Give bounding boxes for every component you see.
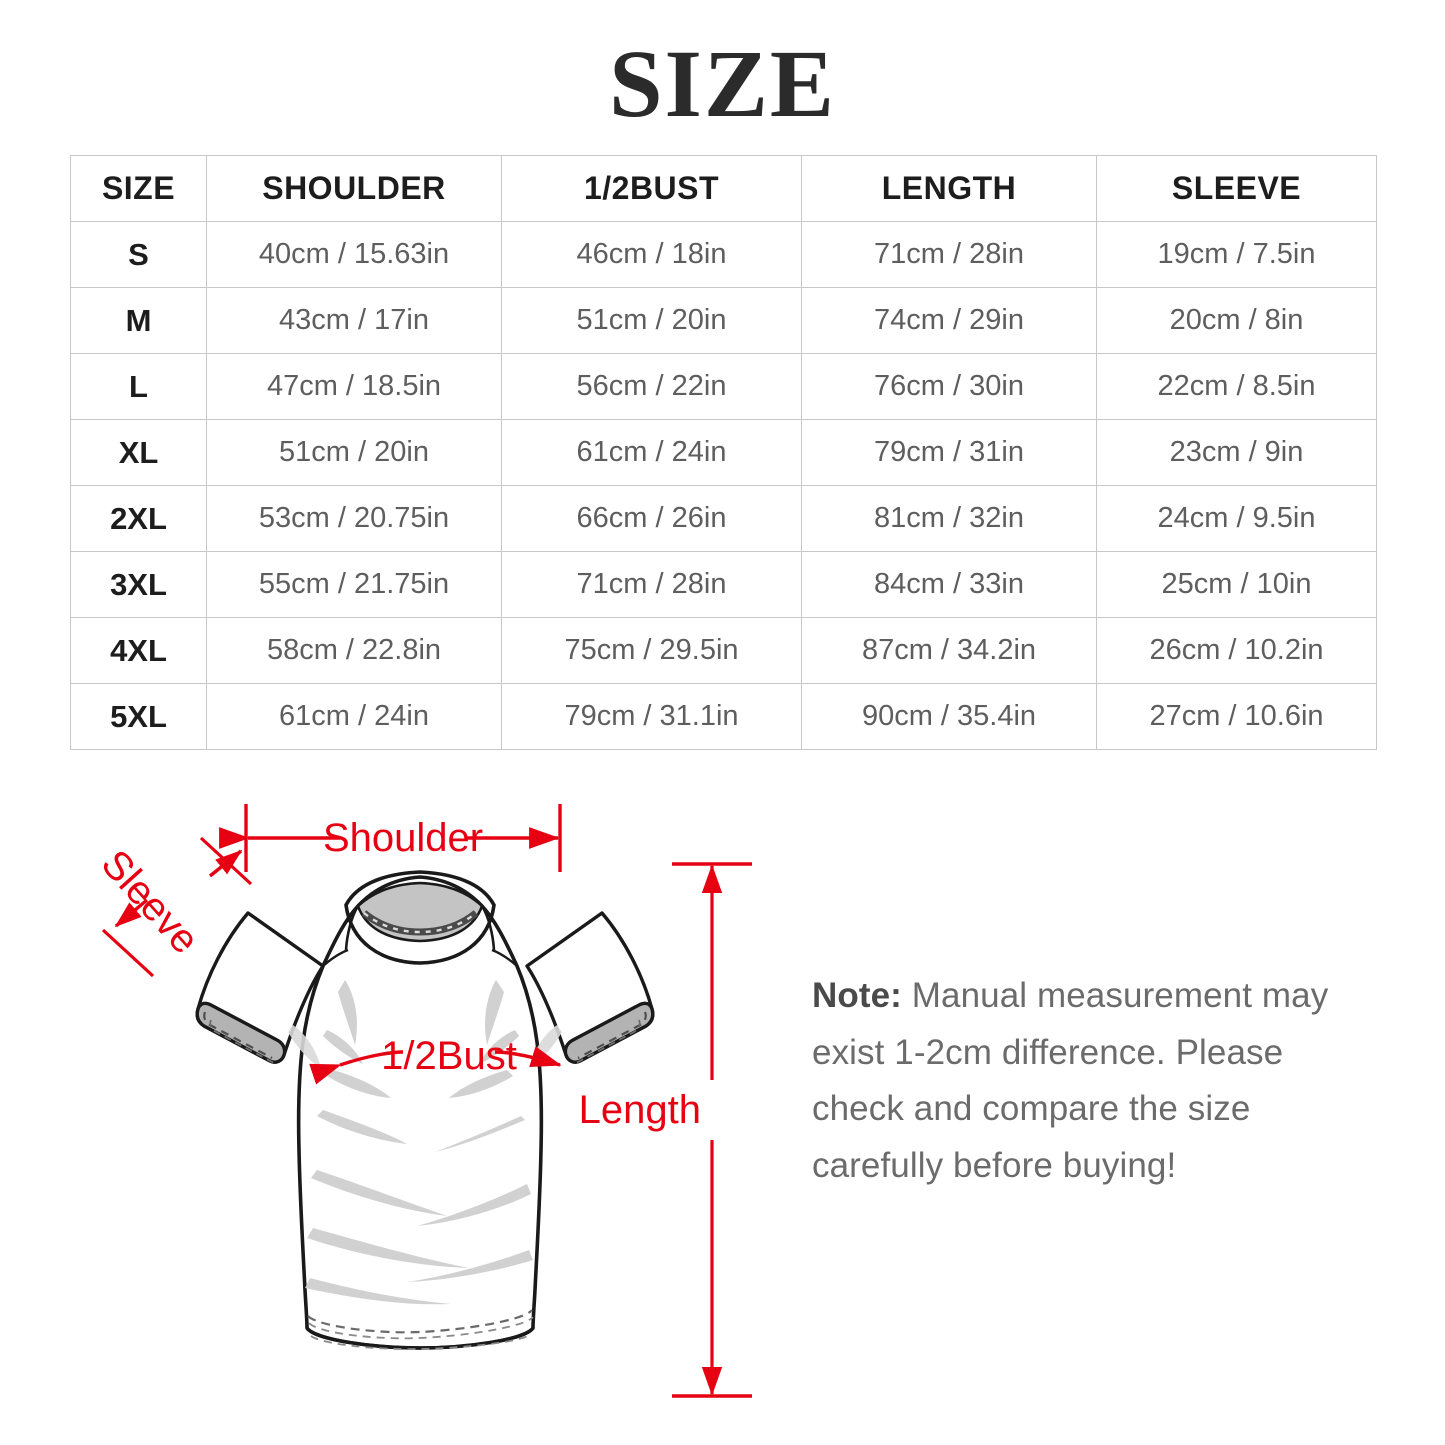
cell-length: 76cm / 30in bbox=[801, 353, 1097, 420]
size-chart-table: SIZE SHOULDER 1/2BUST LENGTH SLEEVE S 40… bbox=[70, 155, 1377, 750]
length-measurement-annotation: Length bbox=[579, 862, 752, 1398]
cell-length: 81cm / 32in bbox=[801, 485, 1097, 552]
tshirt-measurement-diagram: Shoulder Sleeve 1/2Bust Length bbox=[55, 780, 795, 1430]
cell-length: 79cm / 31in bbox=[801, 419, 1097, 486]
cell-sleeve: 24cm / 9.5in bbox=[1096, 485, 1377, 552]
cell-bust: 46cm / 18in bbox=[501, 221, 802, 288]
shoulder-measurement-annotation: Shoulder bbox=[219, 804, 562, 872]
cell-shoulder: 47cm / 18.5in bbox=[206, 353, 502, 420]
cell-length: 90cm / 35.4in bbox=[801, 683, 1097, 750]
table-row: 5XL 61cm / 24in 79cm / 31.1in 90cm / 35.… bbox=[70, 683, 1377, 750]
cell-length: 71cm / 28in bbox=[801, 221, 1097, 288]
cell-size: 3XL bbox=[70, 551, 207, 618]
table-row: L 47cm / 18.5in 56cm / 22in 76cm / 30in … bbox=[70, 353, 1377, 420]
bust-measurement-annotation: 1/2Bust bbox=[309, 1034, 562, 1085]
cell-shoulder: 55cm / 21.75in bbox=[206, 551, 502, 618]
table-row: M 43cm / 17in 51cm / 20in 74cm / 29in 20… bbox=[70, 287, 1377, 354]
table-row: S 40cm / 15.63in 46cm / 18in 71cm / 28in… bbox=[70, 221, 1377, 288]
cell-sleeve: 27cm / 10.6in bbox=[1096, 683, 1377, 750]
cell-bust: 66cm / 26in bbox=[501, 485, 802, 552]
cell-shoulder: 51cm / 20in bbox=[206, 419, 502, 486]
cell-bust: 51cm / 20in bbox=[501, 287, 802, 354]
table-header-row: SIZE SHOULDER 1/2BUST LENGTH SLEEVE bbox=[70, 155, 1377, 222]
table-row: 3XL 55cm / 21.75in 71cm / 28in 84cm / 33… bbox=[70, 551, 1377, 618]
cell-sleeve: 26cm / 10.2in bbox=[1096, 617, 1377, 684]
cell-bust: 79cm / 31.1in bbox=[501, 683, 802, 750]
shoulder-label: Shoulder bbox=[323, 816, 483, 860]
cell-shoulder: 61cm / 24in bbox=[206, 683, 502, 750]
cell-bust: 71cm / 28in bbox=[501, 551, 802, 618]
cell-size: 5XL bbox=[70, 683, 207, 750]
table-row: 2XL 53cm / 20.75in 66cm / 26in 81cm / 32… bbox=[70, 485, 1377, 552]
column-header-sleeve: SLEEVE bbox=[1096, 155, 1377, 222]
cell-sleeve: 20cm / 8in bbox=[1096, 287, 1377, 354]
length-label: Length bbox=[579, 1088, 701, 1132]
cell-bust: 61cm / 24in bbox=[501, 419, 802, 486]
note-text: Manual measurement may exist 1-2cm diffe… bbox=[812, 976, 1329, 1186]
measurement-note: Note: Manual measurement may exist 1-2cm… bbox=[812, 968, 1382, 1195]
table-row: XL 51cm / 20in 61cm / 24in 79cm / 31in 2… bbox=[70, 419, 1377, 486]
cell-shoulder: 43cm / 17in bbox=[206, 287, 502, 354]
bust-label: 1/2Bust bbox=[381, 1034, 517, 1078]
cell-length: 87cm / 34.2in bbox=[801, 617, 1097, 684]
cell-size: M bbox=[70, 287, 207, 354]
column-header-bust: 1/2BUST bbox=[501, 155, 802, 222]
cell-bust: 56cm / 22in bbox=[501, 353, 802, 420]
note-prefix: Note: bbox=[812, 976, 902, 1015]
cell-length: 84cm / 33in bbox=[801, 551, 1097, 618]
cell-sleeve: 23cm / 9in bbox=[1096, 419, 1377, 486]
column-header-shoulder: SHOULDER bbox=[206, 155, 502, 222]
cell-sleeve: 22cm / 8.5in bbox=[1096, 353, 1377, 420]
cell-length: 74cm / 29in bbox=[801, 287, 1097, 354]
cell-sleeve: 19cm / 7.5in bbox=[1096, 221, 1377, 288]
cell-shoulder: 58cm / 22.8in bbox=[206, 617, 502, 684]
cell-size: 4XL bbox=[70, 617, 207, 684]
table-row: 4XL 58cm / 22.8in 75cm / 29.5in 87cm / 3… bbox=[70, 617, 1377, 684]
column-header-length: LENGTH bbox=[801, 155, 1097, 222]
cell-sleeve: 25cm / 10in bbox=[1096, 551, 1377, 618]
cell-size: 2XL bbox=[70, 485, 207, 552]
page-title: SIZE bbox=[609, 30, 836, 137]
cell-size: XL bbox=[70, 419, 207, 486]
cell-shoulder: 53cm / 20.75in bbox=[206, 485, 502, 552]
cell-size: S bbox=[70, 221, 207, 288]
cell-shoulder: 40cm / 15.63in bbox=[206, 221, 502, 288]
cell-bust: 75cm / 29.5in bbox=[501, 617, 802, 684]
cell-size: L bbox=[70, 353, 207, 420]
sleeve-label: Sleeve bbox=[93, 842, 208, 962]
column-header-size: SIZE bbox=[70, 155, 207, 222]
